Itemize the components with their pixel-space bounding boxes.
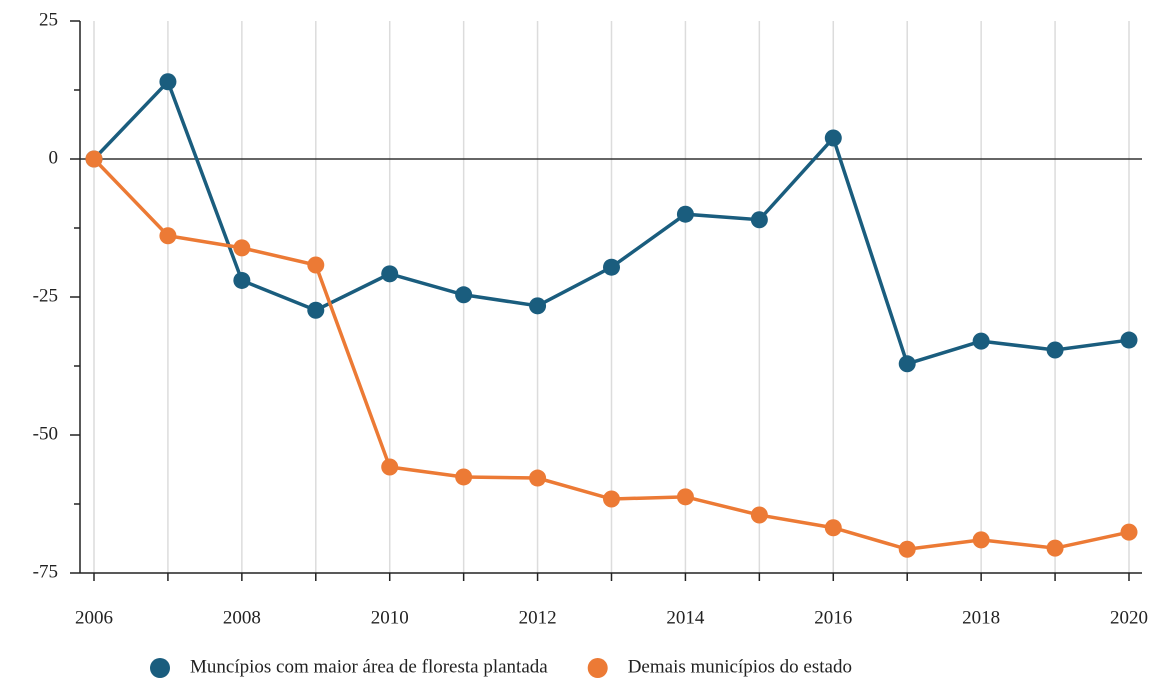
point (676, 205, 694, 223)
point (233, 239, 251, 257)
point (455, 286, 473, 304)
y-tick-label: 0 (49, 147, 59, 168)
point (898, 355, 916, 373)
point (1120, 523, 1138, 541)
point (1046, 341, 1064, 359)
y-tick-label: -50 (33, 423, 58, 444)
point (307, 256, 325, 274)
y-tick-label: -75 (33, 561, 58, 582)
point (307, 301, 325, 319)
legend: Muncípios com maior área de floresta pla… (150, 656, 852, 678)
y-tick-label: 25 (39, 9, 58, 30)
x-tick-label: 2006 (75, 607, 113, 628)
point (85, 150, 103, 168)
x-tick-label: 2020 (1110, 607, 1148, 628)
legend-label: Muncípios com maior área de floresta pla… (190, 656, 548, 677)
point (233, 271, 251, 289)
point (898, 540, 916, 558)
point (1120, 331, 1138, 349)
point (676, 488, 694, 506)
point (529, 469, 547, 487)
legend-swatch (587, 658, 608, 678)
point (824, 519, 842, 537)
point (824, 129, 842, 147)
point (750, 506, 768, 524)
x-tick-label: 2018 (962, 607, 1000, 628)
point (603, 258, 620, 276)
point (381, 265, 399, 283)
point (159, 73, 177, 91)
x-tick-label: 2016 (814, 607, 852, 628)
point (972, 332, 990, 350)
point (750, 211, 768, 229)
point (381, 458, 399, 476)
point (1046, 539, 1064, 557)
legend-label: Demais municípios do estado (628, 656, 852, 677)
point (972, 531, 990, 549)
y-tick-label: -25 (33, 285, 58, 306)
x-tick-label: 2014 (666, 607, 705, 628)
point (603, 490, 620, 508)
point (455, 468, 473, 486)
point (159, 227, 177, 245)
x-tick-label: 2010 (371, 607, 409, 628)
legend-swatch (150, 658, 170, 678)
x-tick-label: 2012 (519, 607, 557, 628)
x-tick-label: 2008 (223, 607, 261, 628)
point (529, 297, 547, 315)
